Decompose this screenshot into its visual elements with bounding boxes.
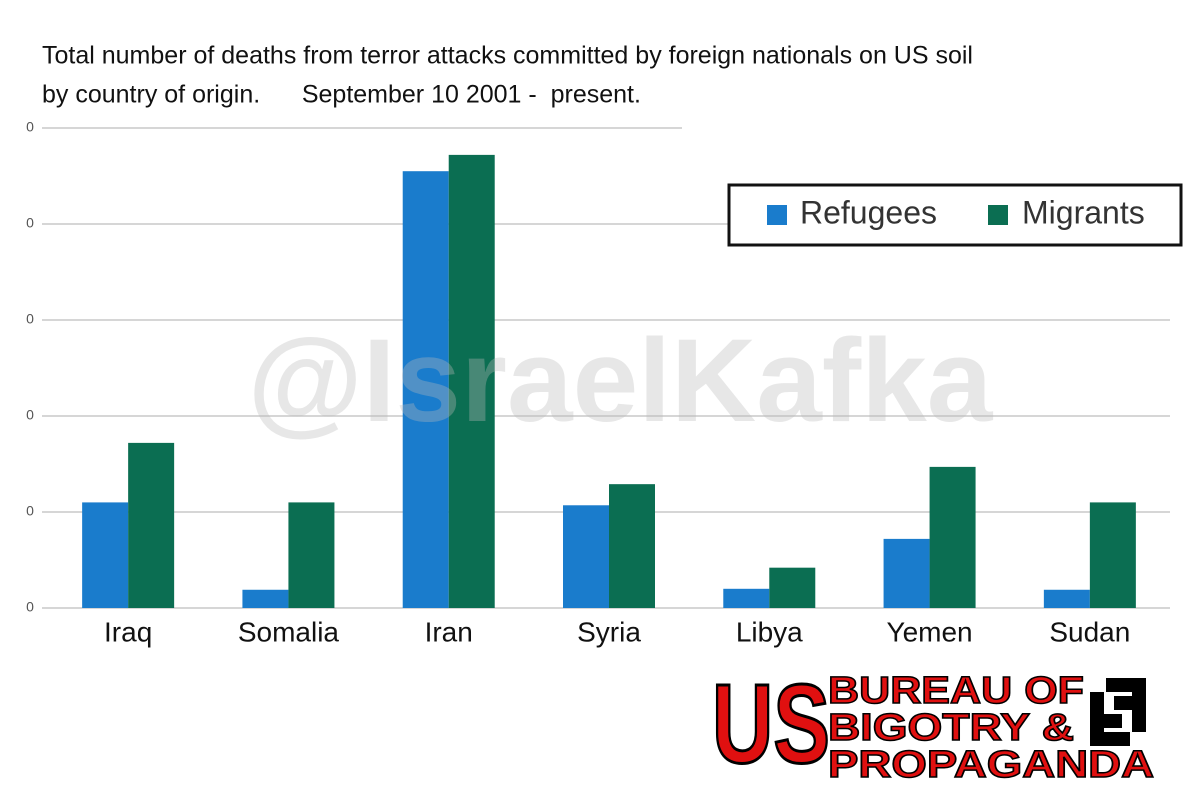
x-tick-label: Sudan <box>1049 616 1130 647</box>
x-tick-label: Iran <box>425 616 473 647</box>
bar <box>448 154 495 608</box>
legend: Refugees Migrants <box>727 183 1183 247</box>
x-tick-label: Yemen <box>886 616 972 647</box>
y-tick-label: 0 <box>26 407 34 423</box>
bar <box>82 502 129 608</box>
bar <box>723 588 770 608</box>
legend-label: Migrants <box>1022 194 1145 230</box>
bar <box>883 538 930 608</box>
legend-swatch <box>988 205 1008 225</box>
legend-swatch <box>767 205 787 225</box>
x-tick-label: Syria <box>577 616 641 647</box>
bar <box>929 466 976 608</box>
bar <box>609 484 655 608</box>
bar <box>1089 502 1136 608</box>
logo-symbol <box>1090 678 1146 746</box>
legend-box <box>727 183 1183 247</box>
y-tick-label: 0 <box>26 599 34 615</box>
bar <box>769 567 816 608</box>
y-tick-label: 0 <box>26 215 34 231</box>
y-tick-label: 0 <box>26 311 34 327</box>
x-tick-label: Somalia <box>238 616 340 647</box>
watermark: @IsraelKafka <box>248 315 994 447</box>
bar <box>563 505 609 608</box>
y-tick-label: 0 <box>26 503 34 519</box>
plot-area: 0 0 0 0 0 0 Iraq Somalia Iran Syria Libya Yemen Suda… <box>26 119 1170 647</box>
bar <box>242 589 289 608</box>
bar <box>1043 589 1090 608</box>
logo-big: US <box>712 662 830 787</box>
legend-label: Refugees <box>800 194 937 230</box>
x-tick-label: Libya <box>736 616 803 647</box>
y-tick-label: 0 <box>26 119 34 135</box>
logo-line: BUREAU OF <box>828 670 1084 712</box>
bar <box>128 442 175 608</box>
x-tick-label: Iraq <box>104 616 152 647</box>
logo: US BUREAU OF BIGOTRY & PROPAGANDA <box>711 660 1155 788</box>
chart-title: Total number of deaths from terror attac… <box>42 42 973 70</box>
logo-line: BIGOTRY & <box>828 707 1074 749</box>
bar <box>402 171 449 608</box>
bar <box>288 502 335 608</box>
chart-subtitle: by country of origin. September 10 2001 … <box>42 81 641 109</box>
logo-line: PROPAGANDA <box>828 744 1154 786</box>
